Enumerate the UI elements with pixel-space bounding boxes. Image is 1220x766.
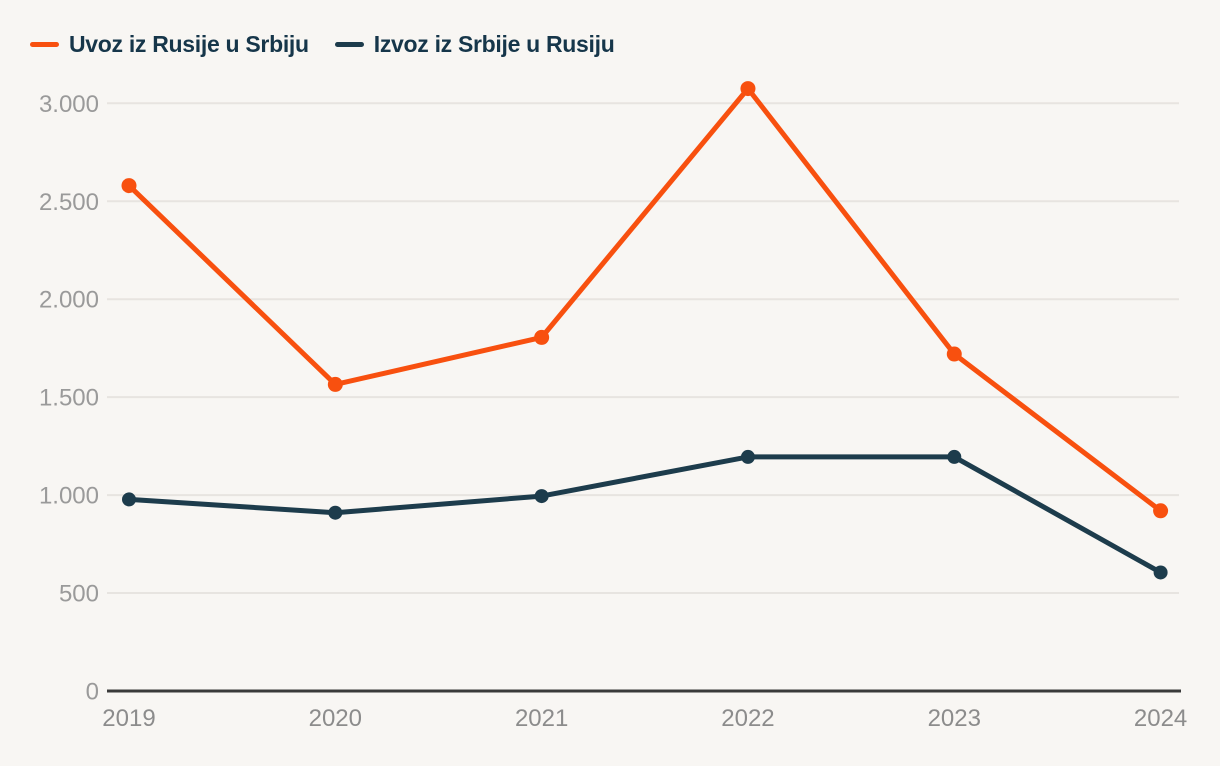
x-axis-tick-label: 2021 — [515, 705, 568, 732]
data-point-series1-2021 — [534, 489, 549, 504]
data-point-series0-2021 — [534, 329, 550, 345]
series-line-0 — [126, 86, 1164, 514]
data-point-series0-2019 — [121, 178, 137, 194]
x-axis-tick-label: 2023 — [928, 705, 981, 732]
data-point-series1-2023 — [947, 449, 962, 464]
series-line-1 — [126, 454, 1164, 575]
legend-line-swatch-uvoz — [30, 42, 59, 47]
data-point-series1-2022 — [740, 449, 755, 464]
y-axis-tick-label: 0 — [86, 679, 99, 706]
data-point-series1-2024 — [1153, 565, 1168, 580]
legend-item-izvoz: Izvoz iz Srbije u Rusiju — [334, 31, 615, 57]
x-axis-tick-label: 2024 — [1134, 705, 1187, 732]
legend-line-swatch-izvoz — [334, 42, 364, 47]
data-point-series1-2020 — [328, 505, 343, 520]
x-axis-tick-label: 2020 — [309, 705, 362, 732]
y-axis-tick-label: 3.000 — [39, 91, 99, 118]
x-axis-tick-label: 2019 — [102, 705, 155, 732]
data-point-series0-2022 — [740, 81, 756, 97]
legend-label-uvoz: Uvoz iz Rusije u Srbiju — [69, 31, 309, 57]
data-point-series1-2019 — [122, 492, 136, 507]
y-axis-tick-label: 500 — [59, 581, 99, 608]
y-axis-tick-label: 2.500 — [39, 189, 99, 216]
legend-item-uvoz: Uvoz iz Rusije u Srbiju — [30, 33, 309, 56]
data-point-series0-2023 — [946, 346, 962, 362]
legend: Uvoz iz Rusije u Srbiju Izvoz iz Srbije … — [30, 31, 615, 57]
data-point-series0-2020 — [327, 376, 343, 392]
y-axis-tick-label: 1.500 — [39, 385, 99, 412]
y-axis-tick-label: 1.000 — [39, 483, 99, 510]
x-axis-tick-label: 2022 — [721, 705, 774, 732]
y-axis-tick-label: 2.000 — [39, 287, 99, 314]
data-point-series0-2024 — [1153, 503, 1169, 519]
legend-label-izvoz: Izvoz iz Srbije u Rusiju — [373, 31, 615, 57]
